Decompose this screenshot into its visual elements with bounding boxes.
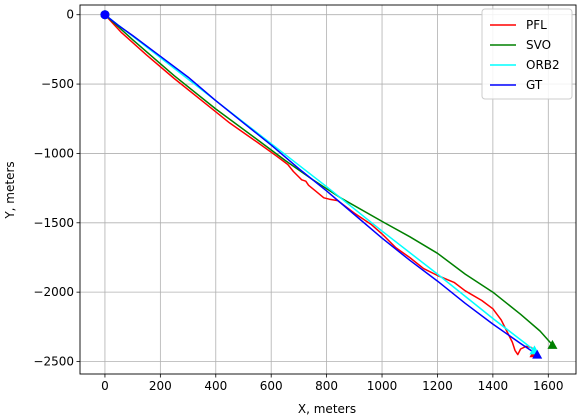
series-line-svo	[104, 14, 553, 346]
y-tick-label: −1500	[33, 216, 74, 230]
x-tick-label: 1200	[422, 379, 453, 393]
y-tick-label: −1000	[33, 146, 74, 160]
series-layer	[100, 10, 558, 359]
x-tick-label: 0	[101, 379, 109, 393]
end-marker-svo	[547, 339, 558, 349]
y-tick-label: −2500	[33, 355, 74, 369]
legend-label-pfl: PFL	[526, 18, 547, 32]
x-tick-label: 600	[260, 379, 283, 393]
start-marker-gt	[100, 10, 110, 20]
legend-label-svo: SVO	[526, 38, 551, 52]
x-axis-label: X, meters	[298, 402, 356, 416]
y-tick-label: −500	[41, 77, 74, 91]
x-tick-label: 800	[315, 379, 338, 393]
x-tick-label: 200	[149, 379, 172, 393]
x-tick-label: 1400	[478, 379, 509, 393]
legend: PFL SVO ORB2 GT	[481, 8, 573, 100]
end-marker-gt	[532, 349, 543, 359]
x-tick-label: 400	[204, 379, 227, 393]
legend-label-orb2: ORB2	[526, 58, 560, 72]
y-tick-label: 0	[66, 8, 74, 22]
y-tick-label: −2000	[33, 285, 74, 299]
series-line-orb2	[104, 14, 535, 351]
series-line-pfl	[104, 14, 536, 356]
legend-box	[481, 8, 573, 100]
legend-label-gt: GT	[526, 78, 543, 92]
x-tick-label: 1600	[533, 379, 564, 393]
x-tick-label: 1000	[367, 379, 398, 393]
y-axis-label: Y, meters	[3, 161, 17, 219]
series-line-gt	[104, 14, 538, 356]
plot-frame	[79, 4, 577, 375]
axis-ticks: 0 200 400 600 800 1000 1200 1400 1600 0 −500 −1000 −…	[33, 8, 563, 393]
